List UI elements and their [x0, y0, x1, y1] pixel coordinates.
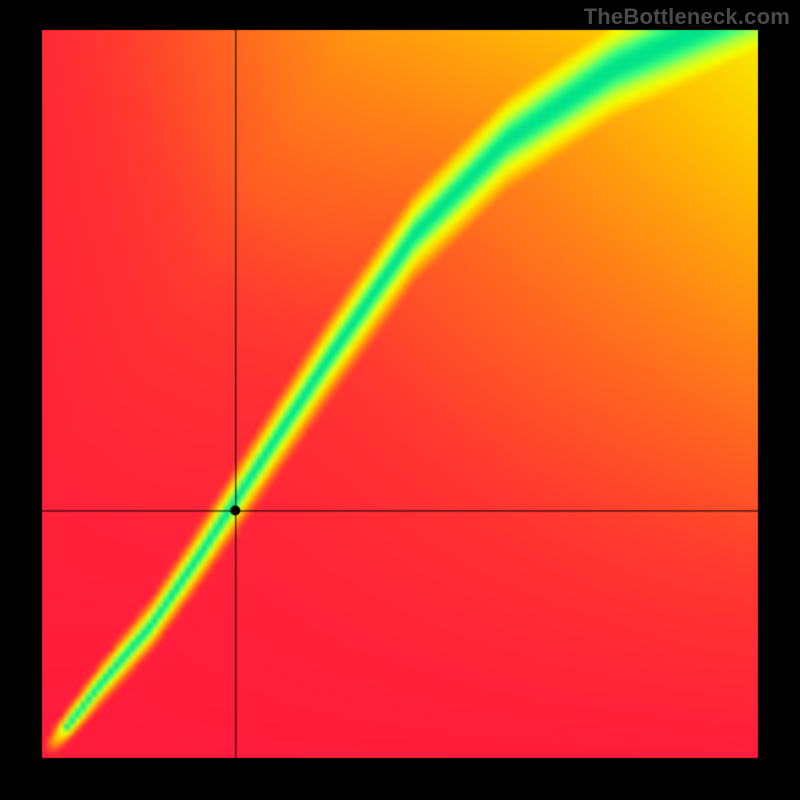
chart-container: TheBottleneck.com	[0, 0, 800, 800]
bottleneck-heatmap	[0, 0, 800, 800]
watermark-text: TheBottleneck.com	[584, 4, 790, 30]
